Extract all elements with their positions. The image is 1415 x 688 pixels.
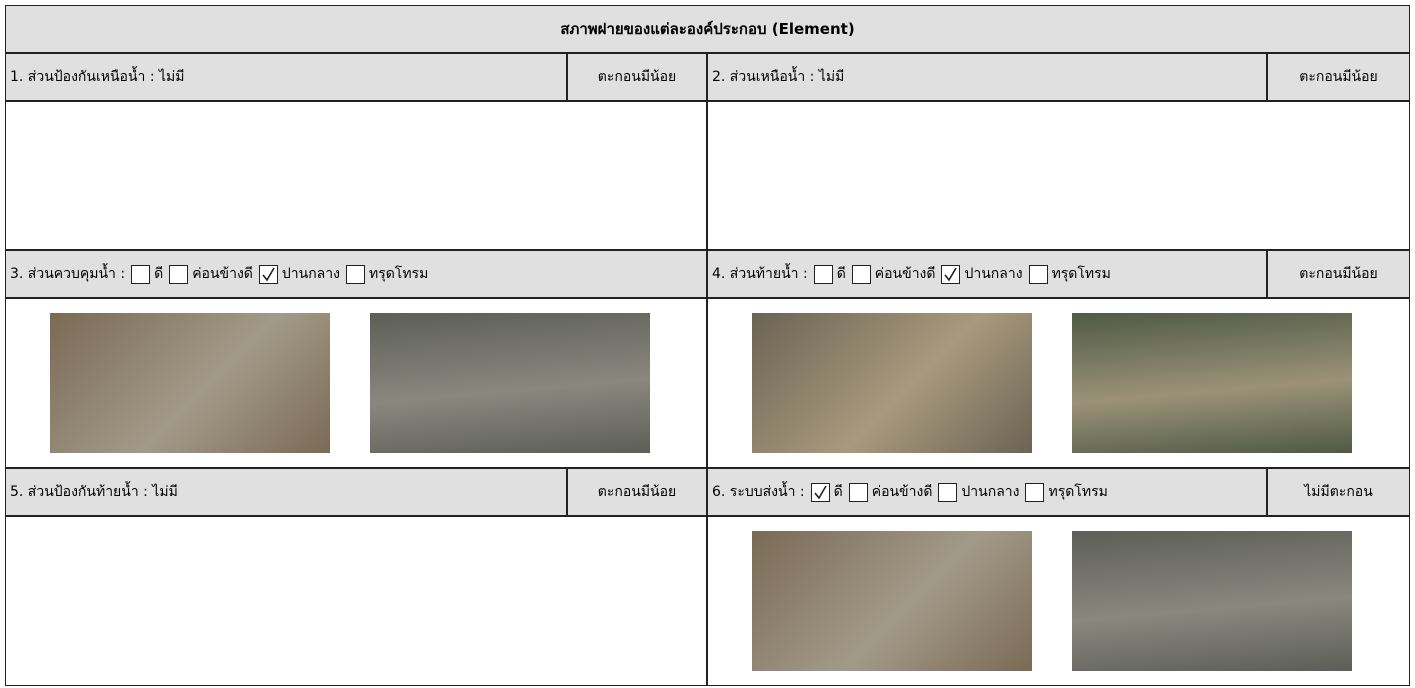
photo bbox=[1072, 313, 1352, 453]
option-label: ค่อนข้างดี bbox=[192, 266, 253, 282]
image-cell bbox=[707, 298, 1410, 468]
photo bbox=[370, 313, 650, 453]
section-status: ตะกอนมีน้อย bbox=[1267, 250, 1410, 298]
image-cell bbox=[707, 516, 1410, 686]
option-label: ปานกลาง bbox=[281, 266, 340, 282]
option-label: ค่อนข้างดี bbox=[874, 266, 936, 282]
checkbox bbox=[848, 482, 868, 502]
image-cell bbox=[5, 101, 707, 250]
section-header: 3. ส่วนควบคุมน้ำ : ดี ค่อนข้างดี ปานกลาง ทรุ… bbox=[5, 250, 707, 298]
checkbox bbox=[345, 264, 365, 284]
option-label: ดี bbox=[833, 484, 843, 500]
option-label: ดี bbox=[836, 266, 846, 282]
checkbox bbox=[851, 264, 871, 284]
section-status: ตะกอนมีน้อย bbox=[1267, 53, 1410, 101]
option-label: ปานกลาง bbox=[961, 484, 1020, 500]
checkbox bbox=[810, 482, 830, 502]
section-label: 2. ส่วนเหนือน้ำ : ไม่มี bbox=[712, 69, 845, 85]
option-label: ทรุดโทรม bbox=[368, 266, 429, 282]
section-status: ตะกอนมีน้อย bbox=[567, 468, 707, 516]
image-cell bbox=[5, 516, 707, 686]
photo bbox=[752, 531, 1032, 671]
option-label: ปานกลาง bbox=[964, 266, 1023, 282]
checkbox bbox=[169, 264, 189, 284]
option-label: ดี bbox=[154, 266, 164, 282]
check-mark bbox=[262, 267, 275, 281]
section-label: 5. ส่วนป้องกันท้ายน้ำ : ไม่มี bbox=[10, 484, 178, 500]
checkbox bbox=[941, 264, 961, 284]
section-label: 6. ระบบส่งน้ำ : bbox=[712, 484, 805, 500]
section-status: ไม่มีตะกอน bbox=[1267, 468, 1410, 516]
section-status: ตะกอนมีน้อย bbox=[567, 53, 707, 101]
image-cell bbox=[5, 298, 707, 468]
image-cell bbox=[707, 101, 1410, 250]
option-label: ค่อนข้างดี bbox=[871, 484, 933, 500]
section-label: 4. ส่วนท้ายน้ำ : bbox=[712, 266, 808, 282]
option-label: ทรุดโทรม bbox=[1048, 484, 1108, 500]
checkbox bbox=[938, 482, 958, 502]
checkbox bbox=[1028, 264, 1048, 284]
checkbox bbox=[131, 264, 151, 284]
section-header: 1. ส่วนป้องกันเหนือน้ำ : ไม่มี bbox=[5, 53, 567, 101]
section-label: 3. ส่วนควบคุมน้ำ : bbox=[10, 266, 126, 282]
photo bbox=[1072, 531, 1352, 671]
section-header: 2. ส่วนเหนือน้ำ : ไม่มี bbox=[707, 53, 1267, 101]
header-title: สภาพฝายของแต่ละองค์ประกอบ (Element) bbox=[5, 5, 1410, 53]
checkbox bbox=[258, 264, 278, 284]
check-mark bbox=[944, 267, 958, 281]
section-header: 4. ส่วนท้ายน้ำ : ดี ค่อนข้างดี ปานกลาง ทรุดโ… bbox=[707, 250, 1267, 298]
check-mark bbox=[813, 485, 827, 499]
section-label: 1. ส่วนป้องกันเหนือน้ำ : ไม่มี bbox=[10, 69, 185, 85]
option-label: ทรุดโทรม bbox=[1051, 266, 1111, 282]
section-header: 6. ระบบส่งน้ำ : ดี ค่อนข้างดี ปานกลาง ทรุดโท… bbox=[707, 468, 1267, 516]
checkbox bbox=[1025, 482, 1045, 502]
photo bbox=[752, 313, 1032, 453]
checkbox bbox=[813, 264, 833, 284]
photo bbox=[50, 313, 330, 453]
section-header: 5. ส่วนป้องกันท้ายน้ำ : ไม่มี bbox=[5, 468, 567, 516]
